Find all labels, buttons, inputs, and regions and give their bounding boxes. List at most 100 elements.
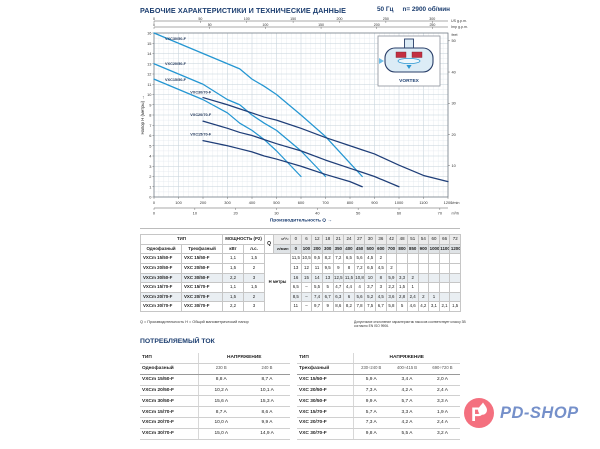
current-value: 15,0 A [197, 428, 244, 440]
head-value: 5,8 [385, 301, 398, 312]
svg-text:10: 10 [147, 92, 152, 97]
svg-text:200: 200 [200, 200, 207, 205]
svg-text:600: 600 [298, 200, 305, 205]
col-header-hp: л.с. [242, 243, 266, 255]
current-value: 15,3 A [244, 395, 290, 408]
svg-text:300: 300 [224, 200, 231, 205]
svg-text:10: 10 [452, 163, 457, 168]
flow-m3h: 21 [332, 234, 345, 245]
svg-text:200: 200 [336, 17, 342, 21]
power-kw: 1,5 [222, 262, 244, 274]
head-value: 9,5 [311, 253, 323, 264]
svg-text:100: 100 [262, 23, 268, 27]
head-value: 7,2 [353, 262, 366, 274]
power-kw: 2,2 [222, 272, 244, 284]
pump-model-single: VXCm 15/70-F [140, 282, 182, 293]
water-drop-icon [478, 402, 487, 415]
current-value: 4,2 A [389, 385, 425, 397]
head-value: – [300, 301, 313, 312]
head-value [417, 272, 430, 284]
current-table-three-phase: ТИП НАПРЯЖЕНИЕ Трехфазный 230÷240 В 400÷415 … [297, 353, 460, 440]
head-value [428, 282, 440, 293]
flow-lmin: 500 [364, 243, 376, 255]
flow-m3h: 27 [353, 234, 366, 245]
current-value: 8,8 A [197, 374, 244, 386]
current-value: 7,3 A [352, 385, 389, 397]
head-value: 10,5 [300, 253, 313, 264]
flow-lmin: 850 [406, 243, 419, 255]
head-value: 1,5 [396, 282, 408, 293]
pd-shop-logo: P PD-SHOP [462, 396, 579, 430]
frequency-value: 50 Гц [377, 6, 394, 13]
header-specs: 50 Гц n= 2900 об/мин [377, 6, 450, 13]
current-value: 2,4 A [425, 385, 460, 397]
svg-text:7: 7 [149, 123, 151, 128]
flow-m3h: 0 [290, 234, 302, 245]
svg-text:40: 40 [452, 69, 457, 74]
svg-text:150: 150 [318, 23, 324, 27]
head-value: 1,5 [449, 301, 461, 312]
flow-m3h: 51 [406, 234, 419, 245]
flow-m3h: 42 [385, 234, 398, 245]
svg-text:100: 100 [175, 200, 182, 205]
pump-model-three: VXC 20/50-F [181, 262, 223, 274]
col-header-q: Q [264, 233, 275, 255]
flow-m3h: 18 [321, 234, 334, 245]
power-hp: 3 [242, 272, 266, 284]
head-value: 7,8 [353, 301, 366, 312]
pump-model: VXCm 15/50-F [140, 374, 198, 386]
pump-model-three: VXC 30/50-F [181, 272, 223, 284]
power-kw: 2,2 [222, 301, 244, 312]
current-value: 5,5 A [389, 428, 425, 440]
svg-text:0: 0 [153, 23, 155, 27]
page-title: РАБОЧИЕ ХАРАКТЕРИСТИКИ И ТЕХНИЧЕСКИЕ ДАН… [140, 6, 346, 15]
svg-text:12: 12 [147, 72, 151, 77]
head-value: 11,5 [290, 253, 302, 264]
current-value: 4,2 A [389, 417, 425, 430]
head-value: 1 [428, 291, 440, 303]
table-row: VXC 15/50-F 5,9 A 3,4 A 2,0 A [297, 374, 460, 386]
head-value: 3 [375, 282, 387, 293]
power-hp: 2 [242, 262, 266, 274]
head-value: 12,5 [332, 272, 345, 284]
pump-model: VXCm 30/50-F [140, 395, 198, 408]
head-value: – [300, 282, 313, 293]
svg-text:60: 60 [397, 211, 402, 216]
head-value: 2 [375, 253, 387, 264]
power-hp: 2 [242, 291, 266, 303]
pump-model-three: VXC 30/70-F [181, 301, 223, 312]
flow-lmin: 600 [375, 243, 387, 255]
power-kw: 1,1 [222, 253, 244, 264]
flow-m3h: 48 [396, 234, 408, 245]
power-hp: 3 [242, 301, 266, 312]
pump-model-three: VXC 15/50-F [181, 253, 223, 264]
head-value: 12 [300, 262, 313, 274]
svg-text:Imp g.p.m.: Imp g.p.m. [451, 25, 468, 29]
flow-m3h: 54 [417, 234, 430, 245]
head-value [396, 262, 408, 274]
head-value: 5,5 [311, 282, 323, 293]
head-value: 10 [364, 272, 376, 284]
head-value: 9,5 [321, 262, 334, 274]
svg-text:5: 5 [149, 143, 151, 148]
voltage-value: 240 В [244, 363, 290, 375]
flow-lmin: 800 [396, 243, 408, 255]
head-value: 2 [406, 272, 419, 284]
curve-VXC30/50-F [153, 32, 363, 178]
vortex-inset: VORTEX [377, 35, 441, 87]
svg-text:9: 9 [149, 102, 151, 107]
head-value: 3,7 [364, 282, 376, 293]
svg-text:0: 0 [153, 200, 156, 205]
head-value: 4,2 [417, 301, 430, 312]
head-value: 4,6 [406, 301, 419, 312]
pump-model-single: VXCm 30/50-F [140, 272, 182, 284]
current-value: 5,7 A [352, 406, 389, 419]
head-value: 16 [290, 272, 302, 284]
head-value: 5,6 [353, 253, 366, 264]
current-value: 2,4 A [425, 417, 460, 430]
flow-lmin: 300 [321, 243, 334, 255]
flow-lmin: 1000 [428, 243, 440, 255]
pump-model: VXC 15/70-F [297, 406, 353, 419]
head-value: 7,5 [364, 301, 376, 312]
svg-text:50: 50 [356, 211, 361, 216]
